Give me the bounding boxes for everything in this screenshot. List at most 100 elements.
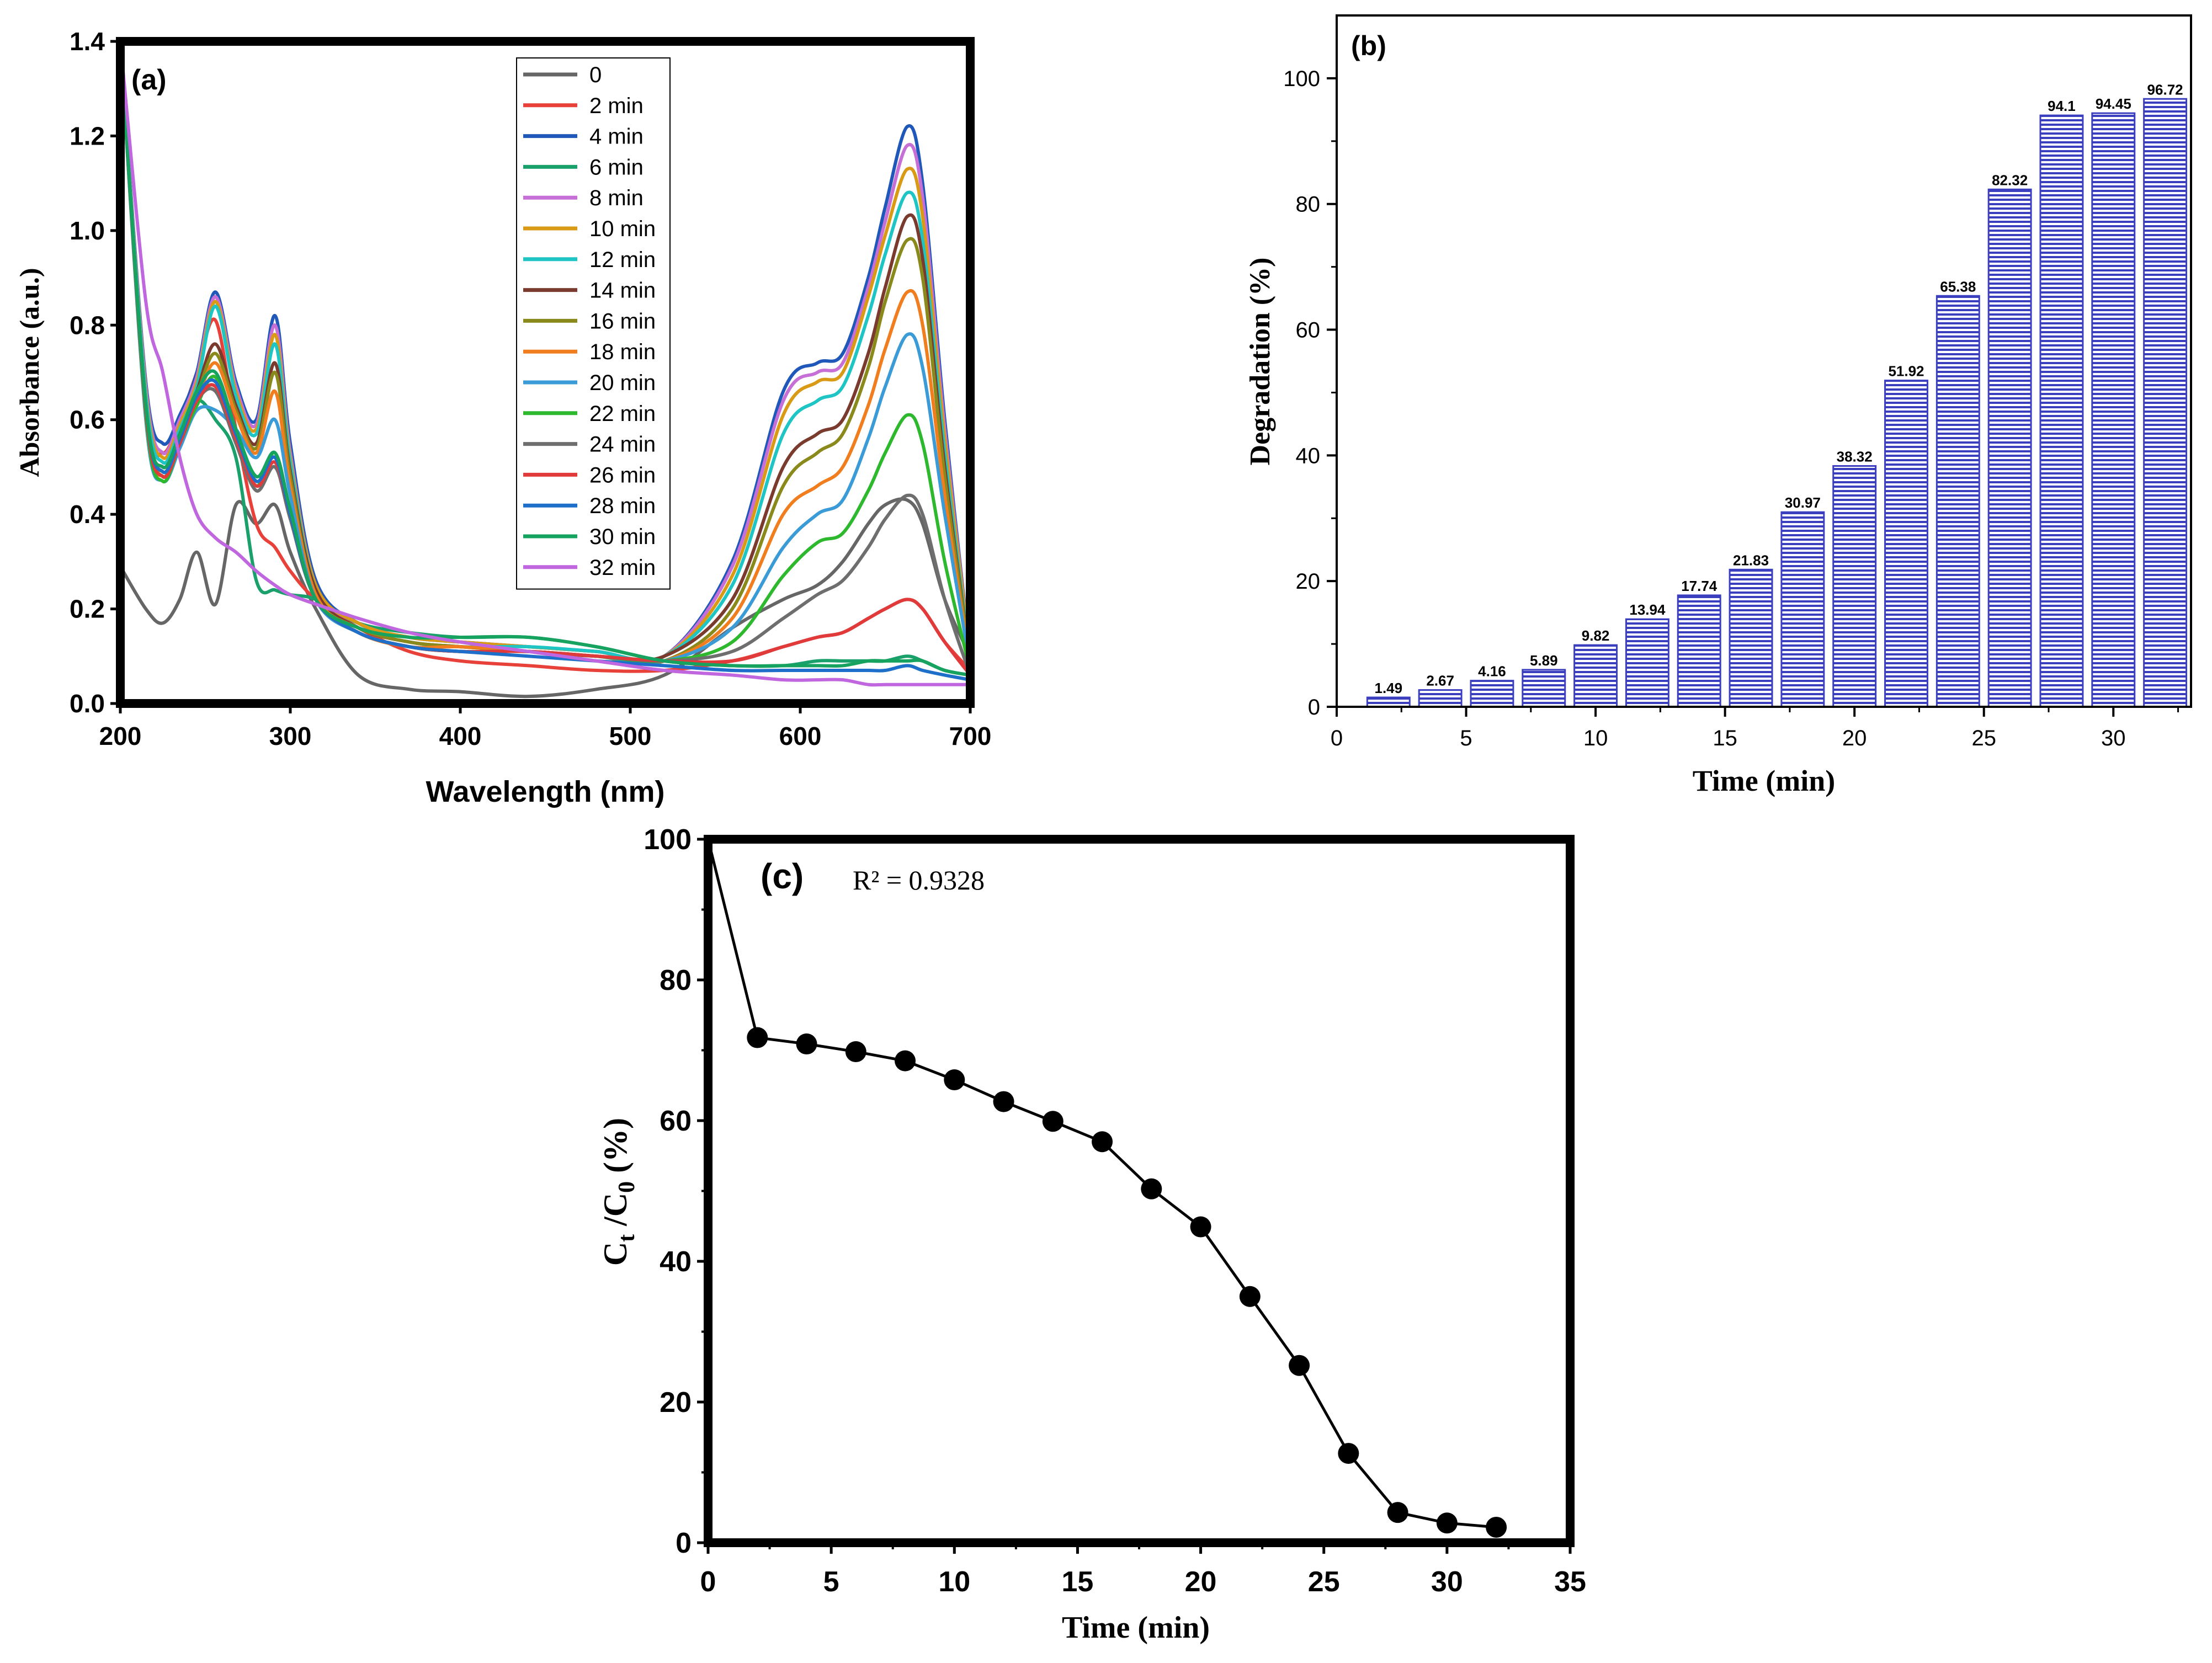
absorbance-curves bbox=[120, 41, 970, 699]
ct-c0-point-13 bbox=[1338, 1443, 1359, 1464]
c-ytick-label: 80 bbox=[660, 964, 692, 996]
panel-a-xlabel: Wavelength (nm) bbox=[426, 775, 664, 808]
ct-c0-point-4 bbox=[895, 1050, 916, 1072]
panel-a: 200 300 400 500 600 700 0.0 0.2 0.4 0.6 0.8 1.0 1.2 1… bbox=[14, 27, 991, 808]
bar-value-label-4: 9.82 bbox=[1582, 627, 1610, 644]
c-xtick-label: 15 bbox=[1062, 1566, 1094, 1598]
c-ytick-label: 60 bbox=[660, 1105, 692, 1137]
degradation-bar-5 bbox=[1625, 618, 1669, 708]
panel-c-ticks: 0 5 10 15 20 25 30 35 0 20 40 60 80 100 bbox=[644, 824, 1586, 1598]
panel-c-ylabel: Ct /C0 (%) bbox=[597, 1118, 640, 1266]
ct-c0-point-1 bbox=[747, 1027, 768, 1048]
legend-entry-3: 6 min bbox=[589, 155, 644, 179]
c-xtick-label: 10 bbox=[938, 1566, 970, 1598]
c-ytick-label: 100 bbox=[644, 824, 692, 856]
degradation-bar-1 bbox=[1418, 689, 1463, 708]
ct-c0-point-8 bbox=[1092, 1131, 1113, 1153]
legend-entry-6: 12 min bbox=[589, 248, 656, 272]
a-ytick-label: 0.8 bbox=[70, 311, 105, 339]
bar-value-label-3: 5.89 bbox=[1530, 652, 1558, 669]
bar-value-label-7: 21.83 bbox=[1733, 552, 1769, 568]
panel-b-ticks: 0 5 10 15 20 25 30 0 20 40 60 80 100 bbox=[1283, 67, 2179, 750]
b-xtick-label: 30 bbox=[2101, 726, 2126, 750]
ct-c0-point-3 bbox=[845, 1041, 866, 1063]
a-xtick-label: 600 bbox=[779, 722, 822, 750]
bar-value-label-11: 65.38 bbox=[1940, 278, 1976, 295]
degradation-bar-13 bbox=[2039, 114, 2084, 708]
b-xtick-label: 25 bbox=[1971, 726, 1996, 750]
b-ytick-label: 80 bbox=[1296, 193, 1321, 217]
panel-b-ylabel: Degradation (%) bbox=[1245, 258, 1276, 466]
degradation-bar-7 bbox=[1729, 568, 1773, 708]
a-ytick-label: 0.0 bbox=[70, 689, 105, 718]
c-xtick-label: 25 bbox=[1308, 1566, 1340, 1598]
ct-c0-point-5 bbox=[944, 1069, 965, 1091]
degradation-bars: 1.49 2.67 4.16 5.89 9.82 13.94 17.74 21.83 30.97… bbox=[1366, 81, 2188, 708]
bar-value-label-1: 2.67 bbox=[1426, 673, 1454, 689]
c-xtick-label: 30 bbox=[1431, 1566, 1463, 1598]
c-xtick-label: 20 bbox=[1185, 1566, 1217, 1598]
legend-entry-9: 18 min bbox=[589, 340, 656, 364]
legend-entry-8: 16 min bbox=[589, 309, 656, 333]
legend-entry-2: 4 min bbox=[589, 125, 644, 149]
ct-c0-line bbox=[706, 839, 1497, 1529]
legend-entry-1: 2 min bbox=[589, 94, 644, 118]
legend-entry-15: 30 min bbox=[589, 525, 656, 549]
legend-entry-14: 28 min bbox=[589, 494, 656, 518]
legend-entry-11: 22 min bbox=[589, 402, 656, 426]
a-ytick-label: 1.2 bbox=[70, 121, 105, 150]
degradation-bar-0 bbox=[1366, 696, 1411, 708]
panel-b-xlabel: Time (min) bbox=[1693, 764, 1835, 797]
b-ytick-label: 60 bbox=[1296, 318, 1321, 343]
c-ytick-label: 40 bbox=[660, 1246, 692, 1278]
b-ytick-label: 100 bbox=[1283, 67, 1320, 91]
degradation-bar-8 bbox=[1780, 511, 1825, 708]
degradation-bar-9 bbox=[1832, 465, 1877, 708]
a-xtick-label: 700 bbox=[949, 722, 992, 750]
panel-a-label: (a) bbox=[131, 64, 167, 96]
legend-entry-5: 10 min bbox=[589, 217, 656, 241]
legend-entry-13: 26 min bbox=[589, 463, 656, 487]
b-ytick-label: 40 bbox=[1296, 444, 1321, 468]
r-squared-annotation: R² = 0.9328 bbox=[853, 865, 985, 896]
degradation-bar-12 bbox=[1987, 188, 2032, 708]
panel-b-frame bbox=[1336, 14, 2192, 708]
bar-value-label-13: 94.1 bbox=[2048, 98, 2076, 114]
ct-c0-point-9 bbox=[1141, 1178, 1162, 1200]
bar-value-label-2: 4.16 bbox=[1478, 663, 1506, 680]
a-xtick-label: 200 bbox=[99, 722, 142, 750]
bar-value-label-8: 30.97 bbox=[1785, 494, 1821, 511]
absorbance-line-14 bbox=[120, 41, 970, 682]
c-xtick-label: 5 bbox=[823, 1566, 839, 1598]
legend-box bbox=[516, 57, 671, 590]
panel-c-label: (c) bbox=[761, 856, 804, 896]
ct-c0-point-6 bbox=[993, 1091, 1014, 1112]
degradation-bar-2 bbox=[1470, 680, 1514, 708]
panel-b: 1.49 2.67 4.16 5.89 9.82 13.94 17.74 21.83 30.97… bbox=[1245, 14, 2192, 797]
b-xtick-label: 15 bbox=[1713, 726, 1737, 750]
panel-b-label: (b) bbox=[1351, 30, 1386, 61]
b-xtick-label: 10 bbox=[1583, 726, 1608, 750]
c-ytick-label: 20 bbox=[660, 1387, 692, 1419]
legend-entry-10: 20 min bbox=[589, 371, 656, 395]
legend-entry-12: 24 min bbox=[589, 433, 656, 457]
bar-value-label-6: 17.74 bbox=[1681, 578, 1718, 594]
a-ytick-label: 1.0 bbox=[70, 216, 105, 245]
a-xtick-label: 400 bbox=[439, 722, 482, 750]
absorbance-line-0 bbox=[120, 497, 970, 699]
ct-c0-point-15 bbox=[1436, 1512, 1458, 1534]
a-ytick-label: 0.4 bbox=[70, 500, 105, 529]
b-xtick-label: 0 bbox=[1331, 726, 1343, 750]
degradation-bar-11 bbox=[1936, 295, 1980, 708]
a-ytick-label: 1.4 bbox=[70, 27, 105, 56]
legend-entry-0: 0 bbox=[589, 63, 602, 87]
bar-value-label-12: 82.32 bbox=[1992, 172, 2028, 188]
bar-value-label-15: 96.72 bbox=[2147, 81, 2183, 98]
ct-c0-point-7 bbox=[1042, 1111, 1064, 1132]
ct-c0-point-12 bbox=[1289, 1355, 1310, 1376]
b-ytick-label: 0 bbox=[1308, 695, 1320, 719]
b-xtick-label: 20 bbox=[1842, 726, 1867, 750]
bar-value-label-5: 13.94 bbox=[1629, 601, 1666, 618]
legend: 0 2 min 4 min 6 min 8 min 10 min 12 min 14 min 1… bbox=[516, 57, 671, 590]
